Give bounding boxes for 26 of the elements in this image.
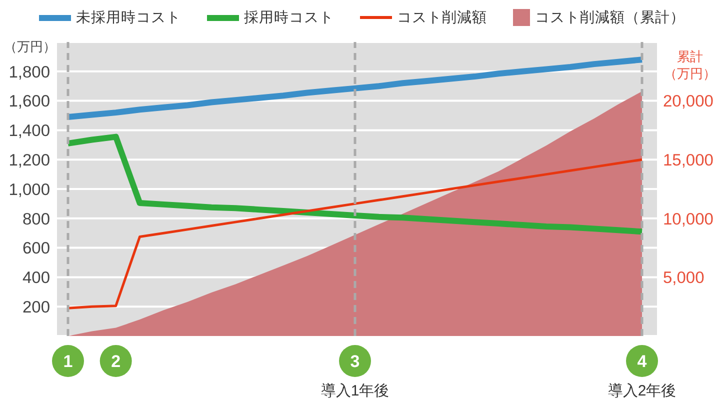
legend-label: 採用時コスト <box>244 9 334 27</box>
ref-line-label: 3 <box>350 352 360 372</box>
ref-line-label: 4 <box>637 352 648 372</box>
y-tick-label: 200 <box>22 298 50 316</box>
x-tick-label: 1 <box>63 352 73 372</box>
y-axis-title: （万円） <box>4 38 56 56</box>
y2-tick-label: 15,000 <box>663 151 714 170</box>
legend-label: 未採用時コスト <box>76 9 181 27</box>
y-tick-label: 1,400 <box>8 122 50 140</box>
y-tick-label: 1,800 <box>8 63 50 82</box>
y2-tick-label: 10,000 <box>663 210 714 228</box>
legend-label: コスト削減額 <box>397 9 487 27</box>
x-tick-label: 2 <box>111 352 121 372</box>
y-tick-label: 1,600 <box>8 92 50 111</box>
x-tick-label: 導入2年後 <box>608 382 676 400</box>
y-tick-label: 1,000 <box>8 180 50 199</box>
y-tick-label: 400 <box>22 269 50 288</box>
y2-tick-label: 20,000 <box>663 92 714 111</box>
y-tick-label: 800 <box>22 210 50 228</box>
x-tick-label: 導入1年後 <box>320 382 390 400</box>
legend-label: コスト削減額（累計） <box>535 8 685 27</box>
y-tick-label: 600 <box>22 240 50 258</box>
y-tick-label: 1,200 <box>8 151 50 170</box>
line-series <box>66 158 644 310</box>
y2-tick-label: 5,000 <box>663 269 704 288</box>
y2-axis-title: 累計（万円） <box>663 48 717 82</box>
